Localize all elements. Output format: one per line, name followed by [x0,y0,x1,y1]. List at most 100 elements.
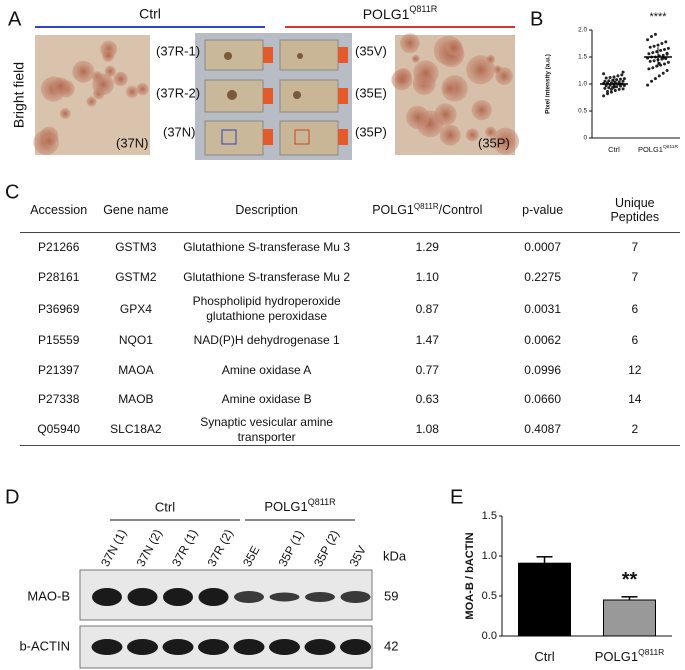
data-point [617,80,621,84]
data-point [646,83,650,87]
cell [102,49,115,62]
band [269,592,300,602]
table-cell: P21397 [38,362,80,377]
y-tick-label: 1.0 [482,550,497,562]
table-cell: Glutathione S-transferase Mu 3 [183,240,350,255]
protein-table: Accession Gene name Description POLG1Q811R/… [20,192,680,446]
lane-label: 37R (2) [205,527,236,569]
header-cell: Unique Peptides [589,192,680,233]
lane-label: 35E [240,543,262,568]
data-point [611,78,615,82]
category-sup: Q811R [638,647,664,657]
cell [391,69,413,91]
header-part: POLG1 [372,203,414,218]
flask-label: (35V) [355,43,387,58]
header-cell: p-value [495,192,590,233]
data-point [655,64,659,68]
lane-label: 37N (1) [98,527,129,569]
table-cell: 0.0062 [524,333,561,348]
x-tick-label: POLG1Q811R [638,144,679,154]
data-point [609,87,613,91]
category-text: Ctrl [534,649,554,664]
table-cell: MAOA [118,362,154,377]
bar [603,599,656,637]
band [127,639,158,655]
table-cell: 1.08 [358,414,496,446]
cell [86,96,97,107]
annotation: **** [649,11,667,23]
table-cell: 1.29 [415,240,439,255]
table-cell: 0.0660 [524,392,561,407]
flask-label: (35P) [355,124,387,139]
data-point [622,84,626,88]
flask-label: (37R-2) [156,85,200,100]
data-point [604,84,608,88]
data-point [659,49,663,53]
flask-label: (35E) [355,85,387,100]
band [340,639,371,655]
cell [59,108,71,119]
table-row: P28161 GSTM2 Glutathione S-transferase Mu … [20,263,680,293]
table-cell: NQO1 [118,333,153,348]
group-label: POLG1Q811R [264,497,336,514]
table-cell: GPX4 [119,301,152,316]
table-row: P36969 GPX4 Phospholipid hydroperoxide glu… [20,292,680,326]
data-point [663,47,666,51]
data-point [657,74,661,78]
panel-label: C [5,181,19,203]
data-point [646,38,650,42]
data-point [622,77,626,81]
panel-label: A [8,8,22,30]
table-cell: 2 [589,414,680,446]
blot-label: MAO-B [27,588,70,603]
data-point [617,87,621,91]
y-tick-label: 1.5 [578,54,587,61]
y-tick-label: 0 [583,135,587,142]
header-cell: Description [174,192,359,233]
data-point [661,53,665,57]
data-point [619,77,622,81]
row-label: Bright field [11,62,27,128]
data-point [648,59,652,63]
cell [136,83,149,96]
header-part: /Control [438,203,483,218]
cell [92,73,114,96]
photo-label: (35P) [478,135,510,150]
band [304,639,336,655]
table-cell: 6 [631,333,639,348]
table-cell: Q05940 [20,414,98,446]
lane-label: 35P (2) [311,528,342,569]
cell [43,134,56,148]
data-point [619,84,622,88]
data-point [660,42,664,45]
data-point [652,59,656,63]
y-axis-label: MOA-B / bACTIN [464,532,476,619]
cell [445,40,462,56]
data-point [613,88,617,92]
annotation: ** [622,569,638,591]
table-cell: GSTM2 [115,269,157,284]
cell [485,126,497,138]
data-point [652,44,656,48]
table-row: P27338 MAOB Amine oxidase B 0.63 0.0660 14 [20,385,680,415]
cell [113,71,128,87]
data-point [621,70,625,74]
table-cell: 0.4087 [495,414,590,446]
table-row: P21266 GSTM3 Glutathione S-transferase Mu … [20,233,680,263]
panel-label: B [530,8,543,30]
data-point [651,51,655,55]
data-point [609,90,613,94]
data-point [613,80,617,84]
cell [442,81,457,96]
table-cell: 0.87 [415,301,439,316]
band [162,639,194,655]
header-cell: Accession [20,192,98,233]
data-point [616,74,620,78]
cell [406,105,430,130]
table-row: Q05940 SLC18A2 Synaptic vesicular amine tr… [20,414,680,446]
data-point [611,85,615,89]
cell [439,124,461,146]
data-point [615,78,619,82]
data-point [604,76,608,80]
table-cell: P21266 [38,240,80,255]
